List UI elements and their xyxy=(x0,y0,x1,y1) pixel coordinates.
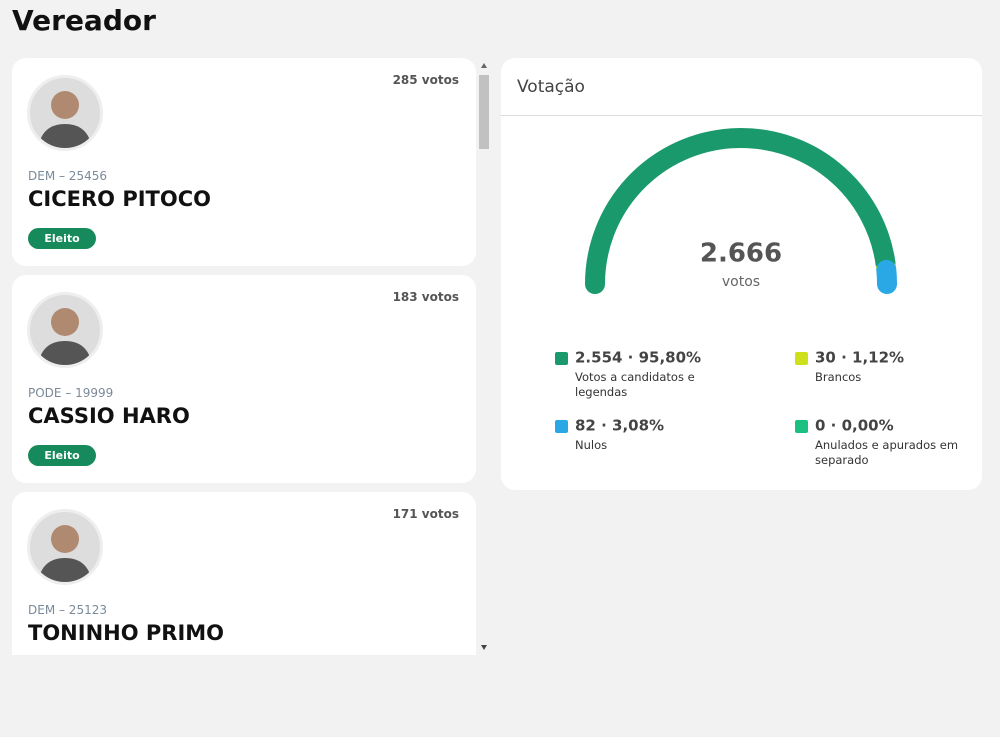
legend-swatch xyxy=(795,352,808,365)
legend-name: Brancos xyxy=(815,370,861,384)
vote-panel: Votação 2.666 votos 2.554 · 95,80% Votos a … xyxy=(501,58,982,490)
candidate-name: CICERO PITOCO xyxy=(28,187,211,211)
candidate-photo xyxy=(27,509,103,585)
vote-count: 171 votos xyxy=(392,507,459,521)
vote-count: 285 votos xyxy=(392,73,459,87)
candidate-photo xyxy=(27,292,103,368)
candidate-card: 285 votos DEM – 25456 CICERO PITOCO Eleito xyxy=(12,58,476,266)
panel-title: Votação xyxy=(501,58,982,116)
page-title: Vereador xyxy=(12,4,156,37)
party-number: PODE – 19999 xyxy=(28,386,114,400)
legend-name: Nulos xyxy=(575,438,607,452)
legend-swatch xyxy=(795,420,808,433)
gauge-segment xyxy=(585,128,896,294)
legend-value: 30 · 1,12% xyxy=(815,349,904,367)
scrollbar[interactable] xyxy=(477,58,491,655)
legend-value: 2.554 · 95,80% xyxy=(575,349,701,367)
total-unit: votos xyxy=(722,274,760,290)
gauge: 2.666 votos 2.554 · 95,80% Votos a candidat… xyxy=(555,128,958,467)
status-badge: Eleito xyxy=(28,228,96,249)
total-votes: 2.666 xyxy=(700,239,782,269)
gauge-segment xyxy=(876,259,897,294)
party-number: DEM – 25123 xyxy=(28,603,107,617)
candidate-list[interactable]: 285 votos DEM – 25456 CICERO PITOCO Eleito 1… xyxy=(12,58,476,655)
legend-name: Votos a candidatos e legendas xyxy=(575,370,695,399)
legend-value: 0 · 0,00% xyxy=(815,417,894,435)
candidate-name: CASSIO HARO xyxy=(28,404,190,428)
party-number: DEM – 25456 xyxy=(28,169,107,183)
legend-swatch xyxy=(555,420,568,433)
candidate-photo xyxy=(27,75,103,151)
legend-value: 82 · 3,08% xyxy=(575,417,664,435)
legend-name: Anulados e apurados em separado xyxy=(815,438,958,467)
status-badge: Eleito xyxy=(28,445,96,466)
candidate-card: 171 votos DEM – 25123 TONINHO PRIMO xyxy=(12,492,476,655)
candidate-card: 183 votos PODE – 19999 CASSIO HARO Eleito xyxy=(12,275,476,483)
legend-swatch xyxy=(555,352,568,365)
candidate-name: TONINHO PRIMO xyxy=(28,621,225,645)
vote-count: 183 votos xyxy=(392,290,459,304)
